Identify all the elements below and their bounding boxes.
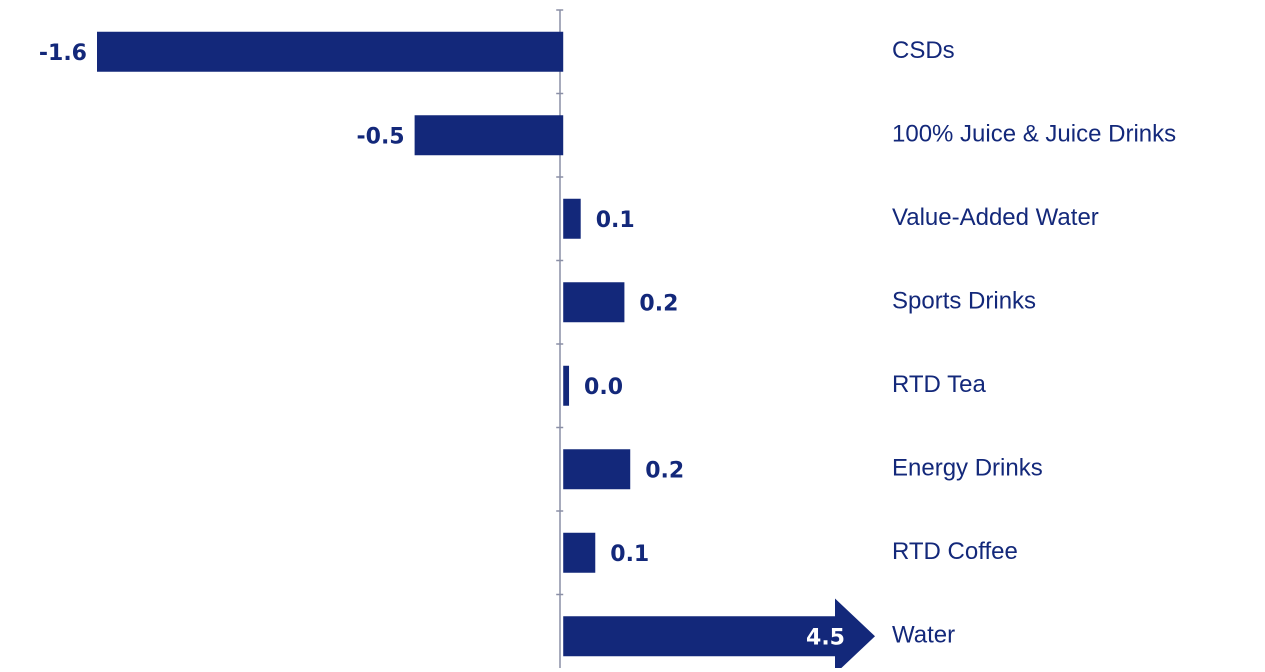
bar [563, 282, 625, 323]
value-label: -0.5 [357, 124, 405, 149]
category-label: Energy Drinks [892, 455, 1043, 482]
category-label: Value-Added Water [892, 204, 1099, 231]
bar [414, 115, 564, 156]
value-label: 0.1 [596, 208, 635, 233]
category-label: Water [892, 622, 955, 649]
category-label: 100% Juice & Juice Drinks [892, 121, 1176, 148]
bar [97, 31, 564, 72]
category-label: Sports Drinks [892, 288, 1036, 315]
value-label: 0.2 [639, 291, 678, 316]
bar [563, 365, 570, 406]
category-label: RTD Coffee [892, 538, 1018, 565]
value-label: 4.5 [806, 625, 845, 650]
bar-arrow [563, 598, 875, 672]
bar [563, 532, 596, 573]
bar [563, 198, 581, 239]
value-label: 0.1 [610, 542, 649, 567]
value-label: -1.6 [39, 41, 87, 66]
category-label: RTD Tea [892, 371, 986, 398]
category-label: CSDs [892, 37, 955, 64]
value-label: 0.0 [584, 375, 623, 400]
bar [563, 449, 631, 490]
value-label: 0.2 [645, 458, 684, 483]
